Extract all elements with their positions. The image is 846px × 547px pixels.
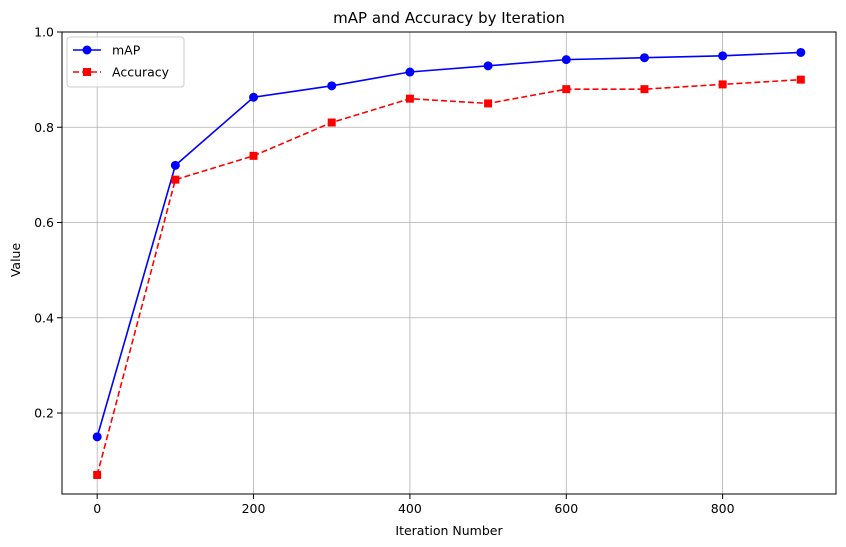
- legend-marker-map: [82, 45, 92, 55]
- plot-area-frame: [61, 31, 837, 495]
- data-point-map: [249, 92, 259, 102]
- data-point-map: [639, 53, 649, 63]
- series-line-accuracy: [96, 78, 801, 476]
- data-point-map: [405, 67, 415, 77]
- data-point-map: [92, 432, 102, 442]
- plot-series: [92, 47, 806, 479]
- x-tick-label: 800: [711, 501, 735, 516]
- y-tick-label: 0.4: [34, 310, 54, 325]
- data-point-accuracy: [718, 80, 727, 89]
- data-point-map: [483, 61, 493, 71]
- data-point-accuracy: [93, 470, 102, 479]
- legend-marker-accuracy: [83, 68, 91, 76]
- chart-title: mAP and Accuracy by Iteration: [333, 9, 565, 27]
- x-tick-label: 200: [242, 501, 266, 516]
- data-point-accuracy: [484, 99, 493, 108]
- legend-label-map: mAP: [112, 43, 141, 58]
- x-tick-label: 600: [554, 501, 578, 516]
- y-tick-label: 0.2: [34, 406, 54, 421]
- legend-label-accuracy: Accuracy: [112, 65, 170, 80]
- y-tick-label: 0.8: [34, 120, 54, 135]
- data-point-map: [561, 55, 571, 65]
- data-point-accuracy: [562, 85, 571, 94]
- data-point-accuracy: [640, 85, 649, 94]
- data-point-accuracy: [405, 94, 414, 103]
- x-axis-label: Iteration Number: [395, 523, 503, 538]
- data-point-map: [170, 160, 180, 170]
- data-point-map: [327, 81, 337, 91]
- data-point-map: [796, 47, 806, 57]
- x-tick-label: 400: [398, 501, 422, 516]
- data-point-accuracy: [249, 151, 258, 160]
- data-point-accuracy: [327, 118, 336, 127]
- data-point-accuracy: [171, 175, 180, 184]
- y-axis-label: Value: [8, 243, 23, 278]
- legend: mAP Accuracy: [66, 36, 185, 88]
- series-line-map: [96, 51, 801, 438]
- y-tick-label: 0.6: [34, 215, 54, 230]
- x-tick-label: 0: [93, 501, 101, 516]
- data-point-map: [718, 51, 728, 61]
- grid: [62, 31, 836, 494]
- data-point-accuracy: [796, 75, 805, 84]
- y-tick-label: 1.0: [34, 25, 54, 40]
- axis-ticks: 0 200 400 600 800 0.2 0.4 0.6 0.8 1.0: [34, 25, 735, 517]
